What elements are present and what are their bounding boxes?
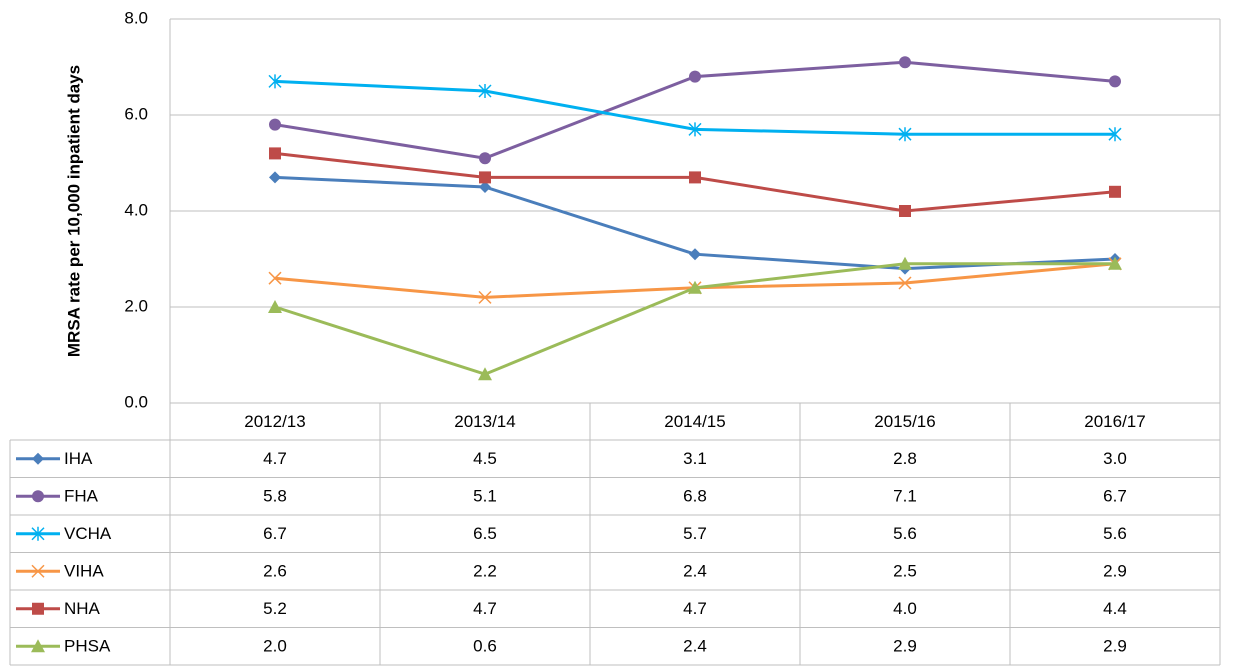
marker [689, 70, 701, 83]
table-value: 0.6 [473, 637, 497, 656]
x-tick-label: 2015/16 [874, 412, 935, 431]
marker [1108, 256, 1122, 270]
marker [898, 256, 912, 270]
series-line [274, 262, 1115, 376]
marker [268, 300, 282, 313]
x-tick-label: 2016/17 [1084, 412, 1145, 431]
marker [688, 280, 702, 294]
y-tick-label: 0.0 [124, 392, 148, 411]
marker [31, 564, 45, 578]
table-value: 3.0 [1103, 449, 1127, 468]
table-value: 5.8 [263, 487, 287, 506]
legend-label: PHSA [64, 637, 111, 656]
table-value: 2.2 [473, 562, 497, 581]
marker [689, 171, 701, 184]
y-axis-label: MRSA rate per 10,000 inpatient days [64, 65, 83, 357]
table-value: 2.6 [263, 562, 287, 581]
marker [478, 290, 492, 304]
x-tick-label: 2014/15 [664, 412, 725, 431]
marker [898, 127, 912, 142]
table-value: 6.8 [683, 487, 707, 506]
marker [689, 248, 701, 261]
marker [479, 181, 491, 193]
table-value: 2.4 [683, 637, 707, 656]
marker [269, 147, 281, 160]
marker [688, 122, 702, 137]
x-tick-label: 2013/14 [454, 412, 515, 431]
marker [31, 526, 45, 541]
table-value: 5.6 [1103, 524, 1127, 543]
table-value: 4.7 [263, 449, 287, 468]
legend-label: VIHA [64, 562, 104, 581]
marker [478, 84, 492, 98]
legend-label: FHA [64, 487, 99, 506]
table-value: 2.8 [893, 449, 917, 468]
marker [479, 152, 491, 165]
table-value: 5.7 [683, 524, 707, 543]
table-value: 2.5 [893, 562, 917, 581]
marker [1109, 75, 1121, 88]
marker [269, 171, 281, 184]
table-value: 5.2 [263, 599, 287, 618]
table-value: 4.0 [893, 599, 917, 618]
table-value: 4.4 [1103, 599, 1127, 618]
marker [478, 367, 492, 381]
table-value: 6.7 [263, 524, 287, 543]
marker [32, 490, 44, 503]
table-value: 5.6 [893, 524, 917, 543]
marker [268, 74, 282, 89]
y-tick-label: 2.0 [124, 296, 148, 315]
table-value: 4.5 [473, 449, 497, 468]
marker [1109, 185, 1121, 198]
marker [899, 205, 911, 217]
legend-label: NHA [64, 599, 101, 618]
table-value: 2.4 [683, 562, 707, 581]
table-value: 3.1 [683, 449, 707, 468]
legend-label: IHA [64, 449, 93, 468]
y-tick-label: 4.0 [124, 200, 148, 219]
table-value: 5.1 [473, 487, 497, 506]
table-value: 2.9 [1103, 637, 1127, 656]
legend-label: VCHA [64, 524, 112, 543]
table-value: 7.1 [893, 487, 917, 506]
y-tick-label: 6.0 [124, 104, 148, 123]
table-value: 4.7 [683, 599, 707, 618]
x-tick-label: 2012/13 [244, 412, 305, 431]
marker [479, 171, 491, 184]
table-value: 4.7 [473, 599, 497, 618]
marker [32, 602, 44, 615]
marker [32, 452, 44, 465]
marker [269, 118, 281, 131]
marker [899, 56, 911, 69]
table-value: 6.5 [473, 524, 497, 543]
marker [268, 271, 282, 285]
table-value: 2.9 [1103, 562, 1127, 581]
table-value: 6.7 [1103, 487, 1127, 506]
table-value: 2.9 [893, 637, 917, 656]
marker [31, 639, 45, 653]
y-tick-label: 8.0 [124, 8, 148, 27]
marker [898, 276, 912, 290]
table-value: 2.0 [263, 637, 287, 656]
marker [1108, 127, 1122, 142]
